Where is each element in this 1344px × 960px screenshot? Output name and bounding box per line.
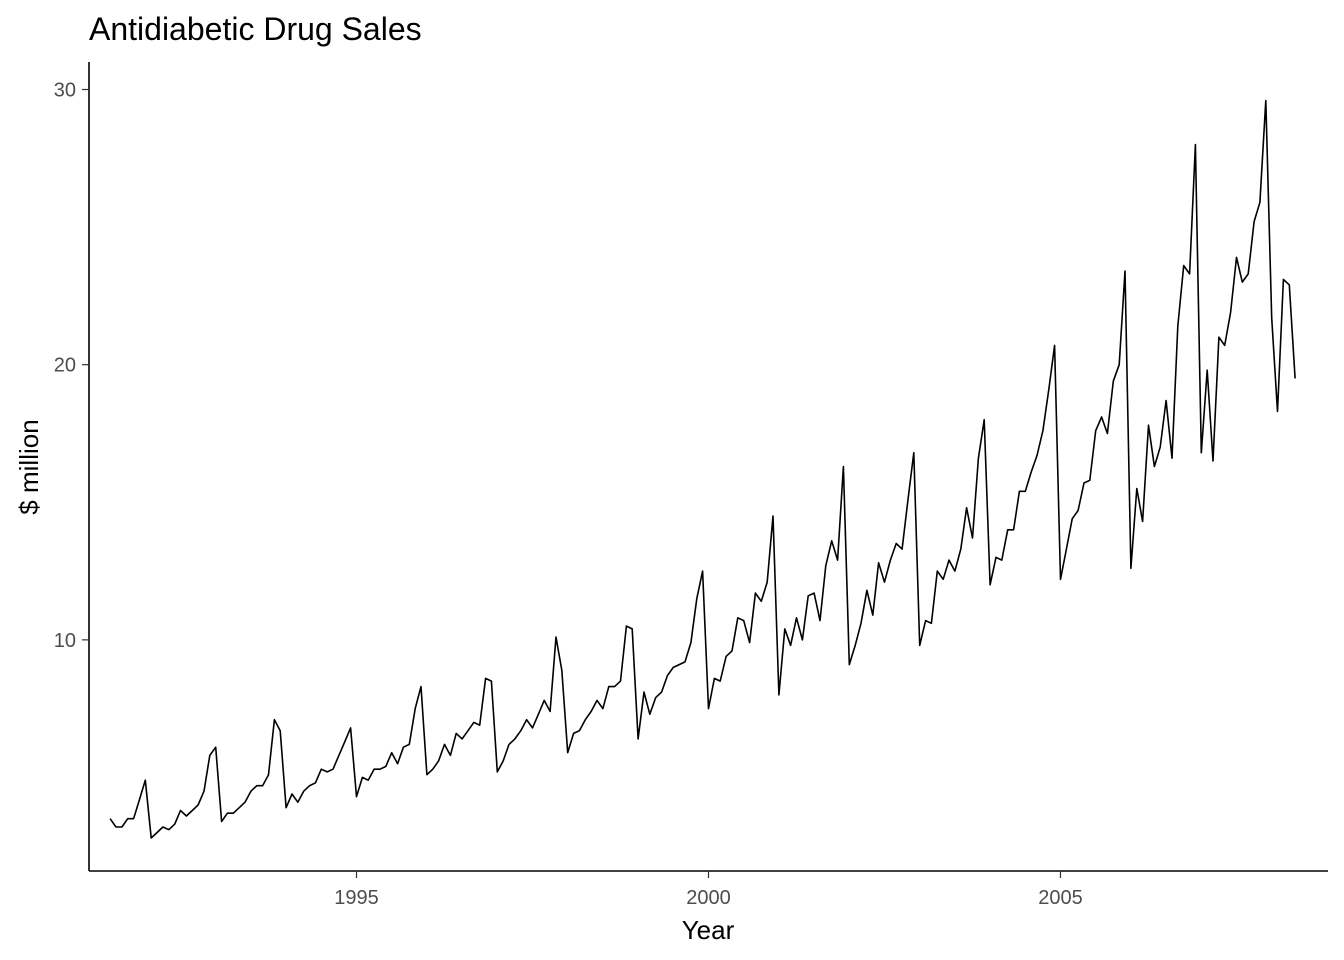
y-axis-title: $ million [14, 419, 44, 514]
plot-panel: 10 20 30 1995 2000 2005 [54, 62, 1328, 909]
y-tick-label: 10 [54, 630, 76, 652]
x-tick-label: 2000 [686, 887, 731, 909]
x-axis-title: Year [682, 915, 735, 945]
chart-title: Antidiabetic Drug Sales [89, 11, 422, 47]
x-tick-label: 1995 [334, 887, 379, 909]
series-line [109, 99, 1296, 839]
x-axis-ticks: 1995 2000 2005 [334, 871, 1083, 909]
y-axis-ticks: 10 20 30 [54, 80, 89, 652]
series-layer [109, 99, 1296, 839]
y-tick-label: 30 [54, 80, 76, 102]
y-tick-label: 20 [54, 355, 76, 377]
x-tick-label: 2005 [1038, 887, 1083, 909]
